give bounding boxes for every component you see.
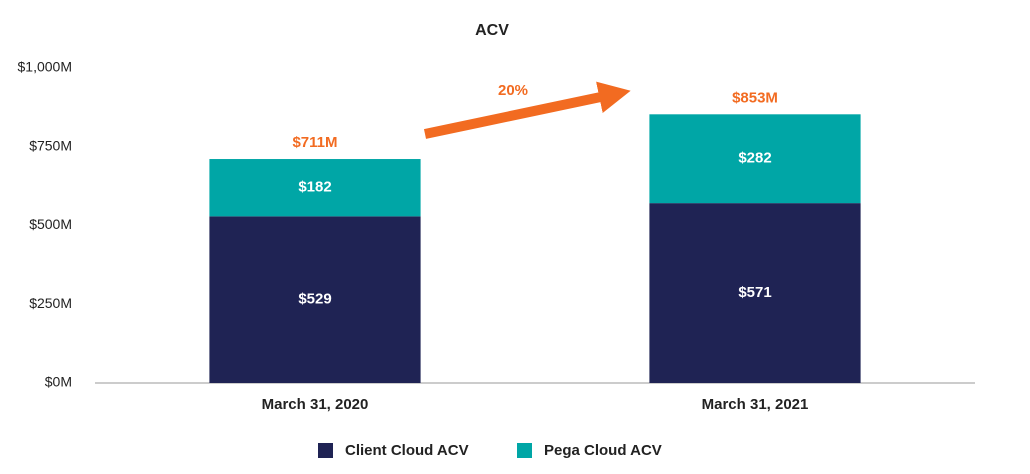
legend-swatch <box>318 443 333 458</box>
bar-segment <box>649 203 861 383</box>
value-label: $529 <box>298 291 331 308</box>
bar-segment <box>649 114 861 204</box>
value-label: $282 <box>738 150 771 167</box>
growth-annotation: 20% <box>498 82 528 99</box>
legend-swatch <box>517 443 532 458</box>
y-tick-label: $250M <box>29 295 72 311</box>
legend-label: Client Cloud ACV <box>345 442 469 459</box>
x-tick-label: March 31, 2021 <box>702 396 809 413</box>
y-tick-label: $750M <box>29 137 72 153</box>
total-label: $711M <box>292 134 337 151</box>
y-tick-label: $0M <box>45 374 72 390</box>
chart-title: ACV <box>475 22 509 39</box>
y-tick-label: $1,000M <box>18 59 72 75</box>
legend-label: Pega Cloud ACV <box>544 442 662 459</box>
x-tick-label: March 31, 2020 <box>262 396 369 413</box>
y-tick-label: $500M <box>29 216 72 232</box>
growth-arrow <box>423 81 631 139</box>
value-label: $182 <box>298 179 331 196</box>
value-label: $571 <box>738 284 771 301</box>
total-label: $853M <box>732 89 778 106</box>
bar-segment <box>209 159 421 217</box>
bar-segment <box>209 216 421 383</box>
